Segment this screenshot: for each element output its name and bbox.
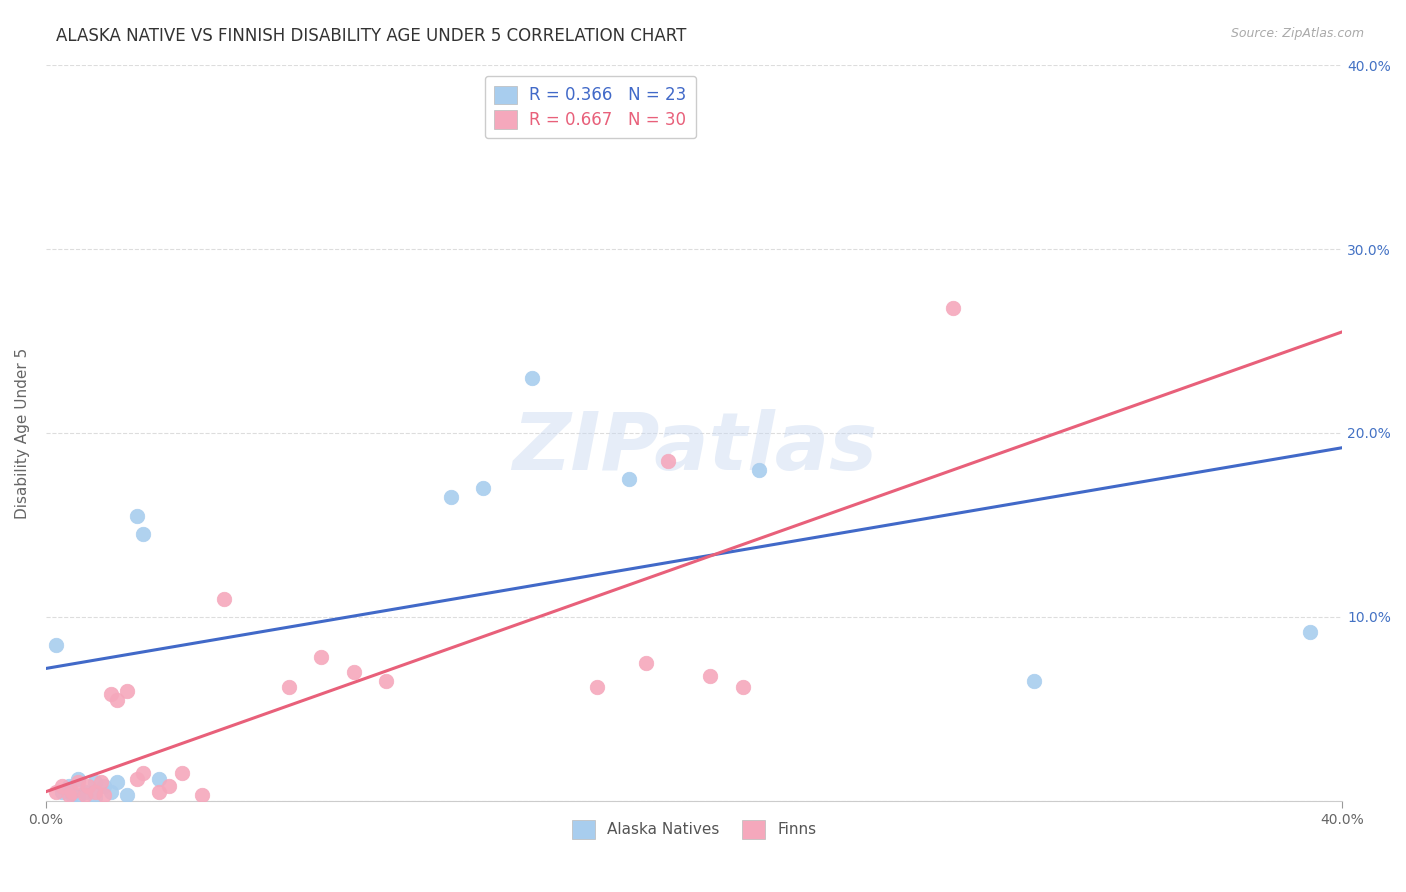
Point xyxy=(77,779,100,793)
Point xyxy=(93,779,115,793)
Point xyxy=(115,683,138,698)
Point xyxy=(1299,624,1322,639)
Point xyxy=(67,775,90,789)
Point xyxy=(520,371,543,385)
Point xyxy=(132,766,155,780)
Point xyxy=(278,680,301,694)
Point xyxy=(311,650,333,665)
Point xyxy=(83,785,105,799)
Point xyxy=(942,301,965,315)
Point xyxy=(132,527,155,541)
Y-axis label: Disability Age Under 5: Disability Age Under 5 xyxy=(15,347,30,518)
Point xyxy=(100,785,122,799)
Point xyxy=(51,785,73,799)
Point xyxy=(748,463,770,477)
Point xyxy=(67,772,90,786)
Point xyxy=(586,680,609,694)
Point xyxy=(472,481,495,495)
Point xyxy=(148,772,170,786)
Point xyxy=(699,669,721,683)
Point xyxy=(657,453,679,467)
Text: ZIPatlas: ZIPatlas xyxy=(512,409,876,487)
Point xyxy=(375,674,398,689)
Point xyxy=(105,775,128,789)
Point xyxy=(60,789,83,803)
Point xyxy=(73,785,96,799)
Point xyxy=(83,775,105,789)
Text: ALASKA NATIVE VS FINNISH DISABILITY AGE UNDER 5 CORRELATION CHART: ALASKA NATIVE VS FINNISH DISABILITY AGE … xyxy=(56,27,686,45)
Point xyxy=(58,779,80,793)
Point xyxy=(67,790,90,805)
Point xyxy=(125,772,148,786)
Point xyxy=(731,680,754,694)
Point xyxy=(100,687,122,701)
Point xyxy=(157,779,180,793)
Point xyxy=(73,789,96,803)
Text: Source: ZipAtlas.com: Source: ZipAtlas.com xyxy=(1230,27,1364,40)
Point xyxy=(634,656,657,670)
Point xyxy=(125,508,148,523)
Point xyxy=(51,779,73,793)
Point xyxy=(1024,674,1046,689)
Point xyxy=(148,785,170,799)
Point xyxy=(45,785,67,799)
Point xyxy=(115,789,138,803)
Point xyxy=(58,789,80,803)
Point xyxy=(190,789,212,803)
Point xyxy=(45,638,67,652)
Point xyxy=(343,665,366,679)
Point xyxy=(440,491,463,505)
Legend: Alaska Natives, Finns: Alaska Natives, Finns xyxy=(565,814,823,845)
Point xyxy=(83,790,105,805)
Point xyxy=(105,692,128,706)
Point xyxy=(172,766,194,780)
Point xyxy=(619,472,641,486)
Point xyxy=(212,591,235,606)
Point xyxy=(90,775,112,789)
Point xyxy=(93,789,115,803)
Point xyxy=(60,785,83,799)
